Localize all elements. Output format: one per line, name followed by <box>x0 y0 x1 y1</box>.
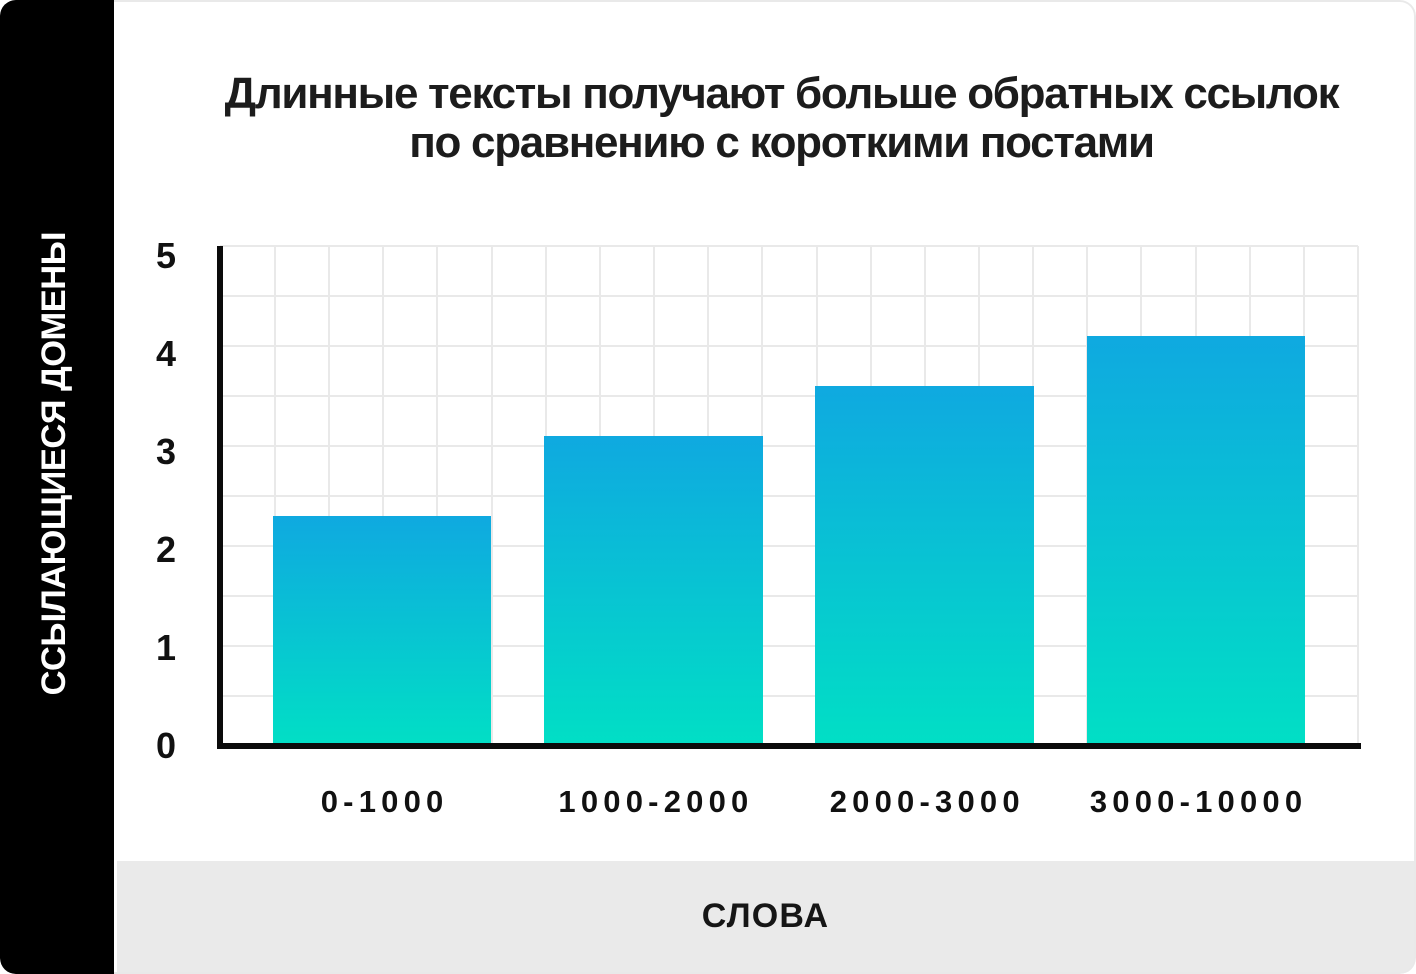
y-tick-label-0: 0 <box>155 724 176 766</box>
gridline-horizontal <box>220 294 1358 297</box>
chart-title: Длинные тексты получают больше обратных … <box>211 69 1352 167</box>
gridline-horizontal <box>220 394 1358 397</box>
gridline-vertical <box>274 245 276 746</box>
y-tick-label-2: 2 <box>155 528 176 570</box>
gridline-horizontal <box>220 644 1358 647</box>
y-tick-label-1: 1 <box>155 626 176 668</box>
bar-0-1000 <box>272 515 492 746</box>
bar-3000-10000 <box>1086 335 1306 746</box>
x-tick-label-1000-2000: 1000-2000 <box>558 784 754 819</box>
gridline-vertical <box>1357 245 1359 746</box>
gridline-horizontal <box>220 244 1358 247</box>
x-axis-title-band: СЛОВА <box>117 861 1414 972</box>
y-axis-title-band: ССЫЛАЮЩИЕСЯ ДОМЕНЫ <box>0 0 114 974</box>
gridline-horizontal <box>220 694 1358 697</box>
y-axis-title: ССЫЛАЮЩИЕСЯ ДОМЕНЫ <box>34 232 73 696</box>
chart-title-line-1: Длинные тексты получают больше обратных … <box>224 69 1340 118</box>
bar-2000-3000 <box>815 385 1034 746</box>
y-tick-label-5: 5 <box>155 234 176 276</box>
x-tick-label-0-1000: 0-1000 <box>320 784 449 819</box>
gridline-horizontal <box>220 544 1358 547</box>
gridline-horizontal <box>220 344 1358 347</box>
gridline-vertical <box>490 245 493 746</box>
plot-area <box>217 244 1361 749</box>
gridline-vertical <box>436 245 439 746</box>
gridline-vertical <box>382 245 385 746</box>
gridline-horizontal <box>220 494 1358 497</box>
bar-1000-2000 <box>544 435 763 746</box>
x-axis-title: СЛОВА <box>701 897 830 935</box>
y-tick-label-4: 4 <box>155 332 176 374</box>
gridline-horizontal <box>220 594 1358 597</box>
x-tick-label-3000-10000: 3000-10000 <box>1089 784 1308 819</box>
gridline-vertical <box>328 245 331 746</box>
x-axis-line <box>217 742 1361 749</box>
gridline-horizontal <box>220 444 1358 447</box>
x-tick-label-2000-3000: 2000-3000 <box>829 784 1025 819</box>
y-tick-label-3: 3 <box>155 430 176 472</box>
y-axis-line <box>217 245 223 749</box>
chart-title-line-2: по сравнению с короткими постами <box>409 118 1155 167</box>
